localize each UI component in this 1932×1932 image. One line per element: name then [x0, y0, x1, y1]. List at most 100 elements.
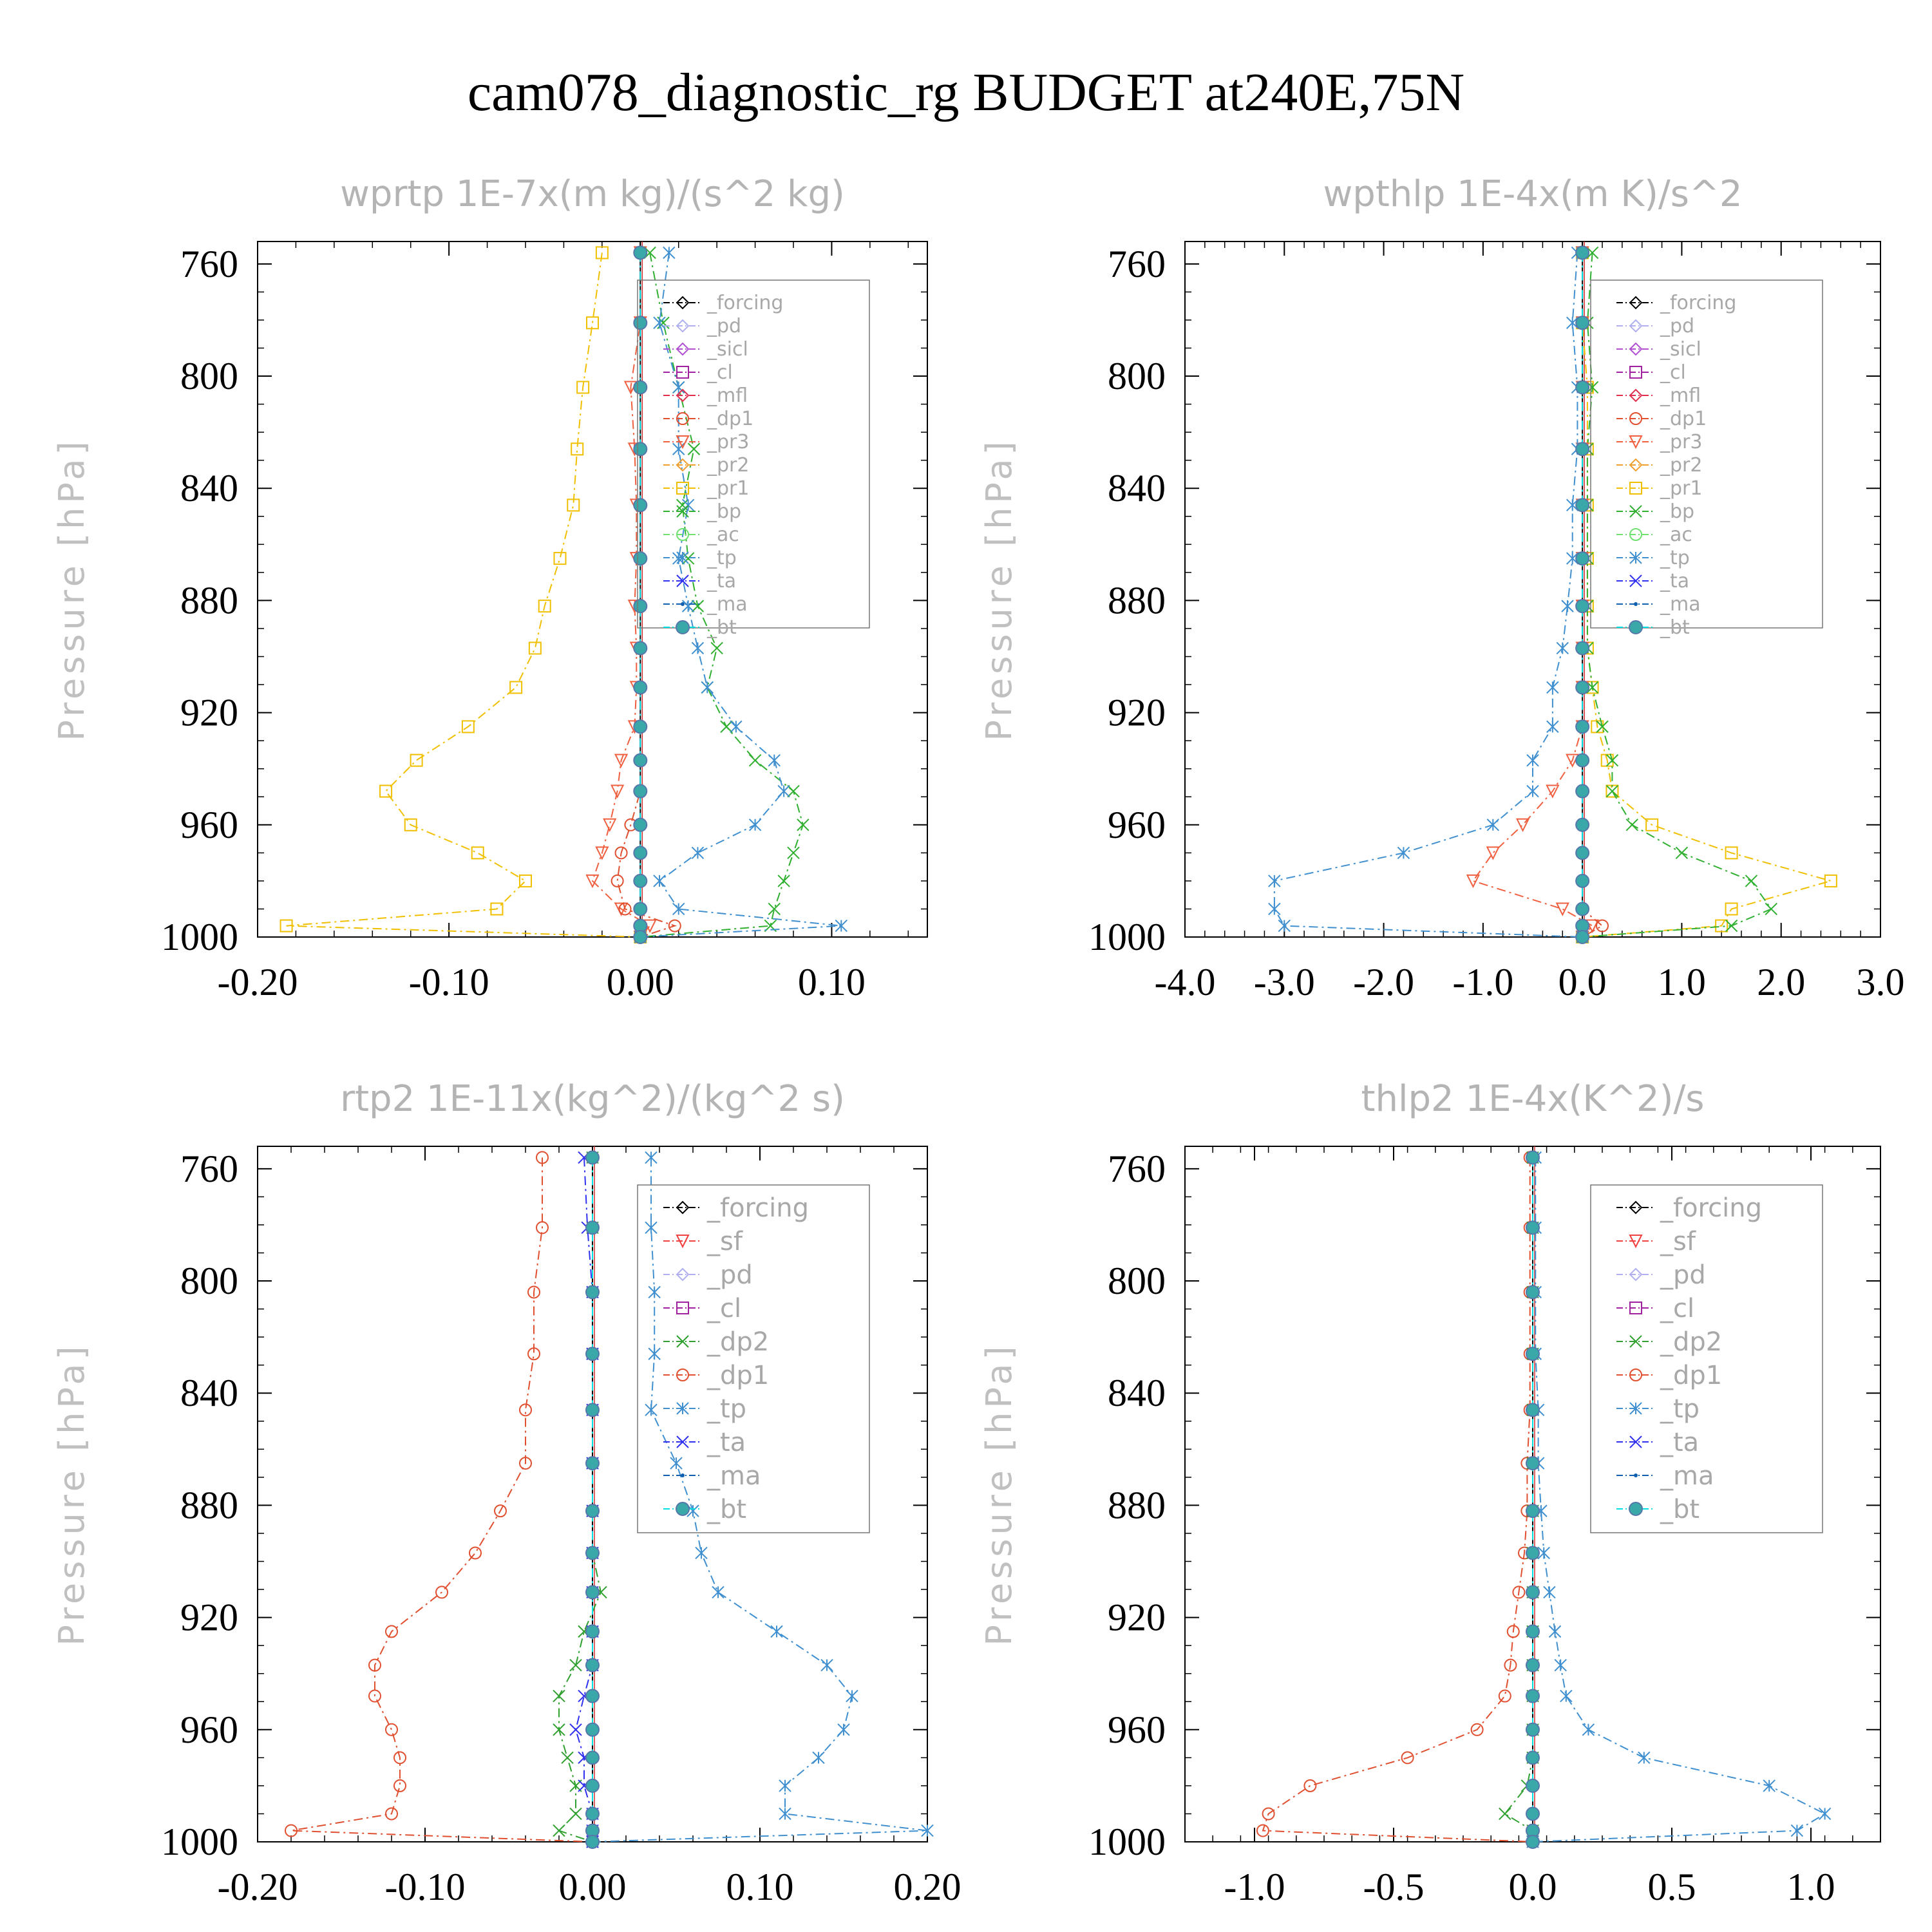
marker-bt [585, 1750, 600, 1765]
marker-cross [645, 1221, 658, 1234]
legend-label: _pd [1660, 1260, 1706, 1290]
marker-bt [585, 1504, 600, 1519]
marker-cross [672, 381, 685, 394]
legend-label: _pr1 [706, 477, 749, 500]
marker-cross [691, 641, 705, 655]
y-tick-label: 840 [180, 1372, 238, 1414]
legend-label: _sicl [1660, 338, 1701, 361]
marker-square [553, 552, 567, 565]
marker-diamond [676, 1200, 690, 1215]
marker-cross [748, 819, 762, 831]
marker-circle [385, 1625, 398, 1638]
marker-circle [1504, 1658, 1517, 1672]
x-tick-label: -1.0 [1452, 961, 1513, 1003]
legend-label: _pr3 [706, 431, 749, 453]
marker-cross [553, 1824, 565, 1837]
marker-square [586, 316, 599, 330]
legend-label: _sf [1660, 1227, 1696, 1256]
marker-bt [585, 1403, 600, 1417]
marker-cross [676, 1435, 689, 1448]
series-line-pr1 [286, 252, 641, 938]
marker-diamond [676, 319, 690, 333]
marker-diamond [1629, 319, 1643, 333]
x-tick-label: 0.00 [607, 961, 674, 1003]
y-tick-label: 800 [1108, 1260, 1166, 1302]
marker-circle [527, 1347, 540, 1361]
marker-bt [585, 1722, 600, 1737]
marker-bt [633, 641, 648, 656]
marker-bt [1575, 498, 1590, 513]
marker-diamond [1629, 458, 1643, 472]
marker-cross [720, 720, 733, 734]
marker-cross [645, 1151, 658, 1164]
y-tick-label: 960 [180, 804, 238, 846]
legend-label: _ma [1660, 1461, 1714, 1491]
series-line-pr3 [1472, 252, 1594, 938]
legend-label: _dp1 [706, 1361, 769, 1390]
y-tick-label: 760 [180, 243, 238, 285]
series-line-pr3 [591, 252, 651, 938]
marker-cross [687, 442, 701, 455]
legend-label: _forcing [706, 292, 783, 314]
marker-cross [676, 551, 689, 564]
legend-label: _pr1 [1660, 477, 1702, 500]
y-tick-label: 800 [1108, 355, 1166, 397]
marker-cross [1566, 552, 1579, 565]
marker-bt [1526, 1585, 1540, 1600]
panel-title: rtp2 1E-11x(kg^2)/(kg^2 s) [340, 1078, 845, 1120]
legend-box [1590, 279, 1823, 629]
marker-cross [710, 641, 723, 655]
marker-triangle [1629, 1235, 1643, 1249]
legend-label: _sicl [706, 338, 748, 361]
y-axis-label: Pressure [hPa] [52, 1342, 92, 1645]
legend: _forcing_pd_sicl_cl_mfl_dp1_pr3_pr2_pr1_… [1590, 279, 1823, 639]
x-tick-label: -0.20 [218, 961, 298, 1003]
marker-triangle [1555, 902, 1569, 916]
marker-cross [1548, 1625, 1562, 1638]
marker-bt [585, 1778, 600, 1793]
marker-circle [519, 1403, 532, 1417]
x-tick-label: 0.0 [1558, 961, 1607, 1003]
legend-label: _ta [1660, 1428, 1699, 1457]
marker-cross [921, 1824, 934, 1837]
marker-bt [1526, 1347, 1540, 1361]
marker-square [509, 681, 523, 694]
marker-diamond [1629, 388, 1643, 402]
marker-circle [1506, 1625, 1520, 1638]
marker-cross [1397, 846, 1410, 860]
marker-cross [1560, 1689, 1573, 1703]
y-tick-label: 960 [1108, 804, 1166, 846]
x-tick-label: 0.0 [1509, 1866, 1557, 1908]
marker-bt [1575, 873, 1590, 888]
x-tick-label: -0.10 [409, 961, 489, 1003]
marker-square [410, 753, 423, 767]
marker-bt [585, 1689, 600, 1703]
marker-circle [385, 1807, 398, 1821]
marker-cross [569, 1658, 582, 1672]
marker-diamond [1629, 1200, 1643, 1215]
x-tick-label: -0.20 [218, 1866, 298, 1908]
marker-cross [1745, 875, 1758, 887]
legend-label: _dp1 [706, 408, 753, 430]
marker-cross [1586, 681, 1599, 694]
marker-cross [777, 875, 790, 887]
legend-label: _tp [706, 1394, 746, 1424]
legend-label: _dp1 [1660, 1361, 1722, 1390]
marker-triangle [1546, 784, 1560, 799]
panel-3: rtp2 1E-11x(kg^2)/(kg^2 s) Pressure [hPa]… [52, 1078, 961, 1908]
marker-bt [633, 817, 648, 832]
marker-cross [1586, 246, 1599, 260]
marker-bt [1526, 1835, 1540, 1849]
legend-label: _ta [706, 1428, 746, 1457]
marker-bt [1526, 1689, 1540, 1703]
marker-cross [701, 681, 714, 694]
series-line-bp [640, 252, 804, 938]
marker-cross [846, 1689, 858, 1703]
y-tick-label: 840 [180, 467, 238, 509]
marker-cross [676, 1402, 689, 1415]
marker-bt [1526, 1546, 1540, 1560]
x-tick-label: -0.10 [385, 1866, 466, 1908]
marker-square [461, 720, 475, 734]
marker-cross [1526, 784, 1539, 798]
marker-cross [1499, 1807, 1511, 1821]
